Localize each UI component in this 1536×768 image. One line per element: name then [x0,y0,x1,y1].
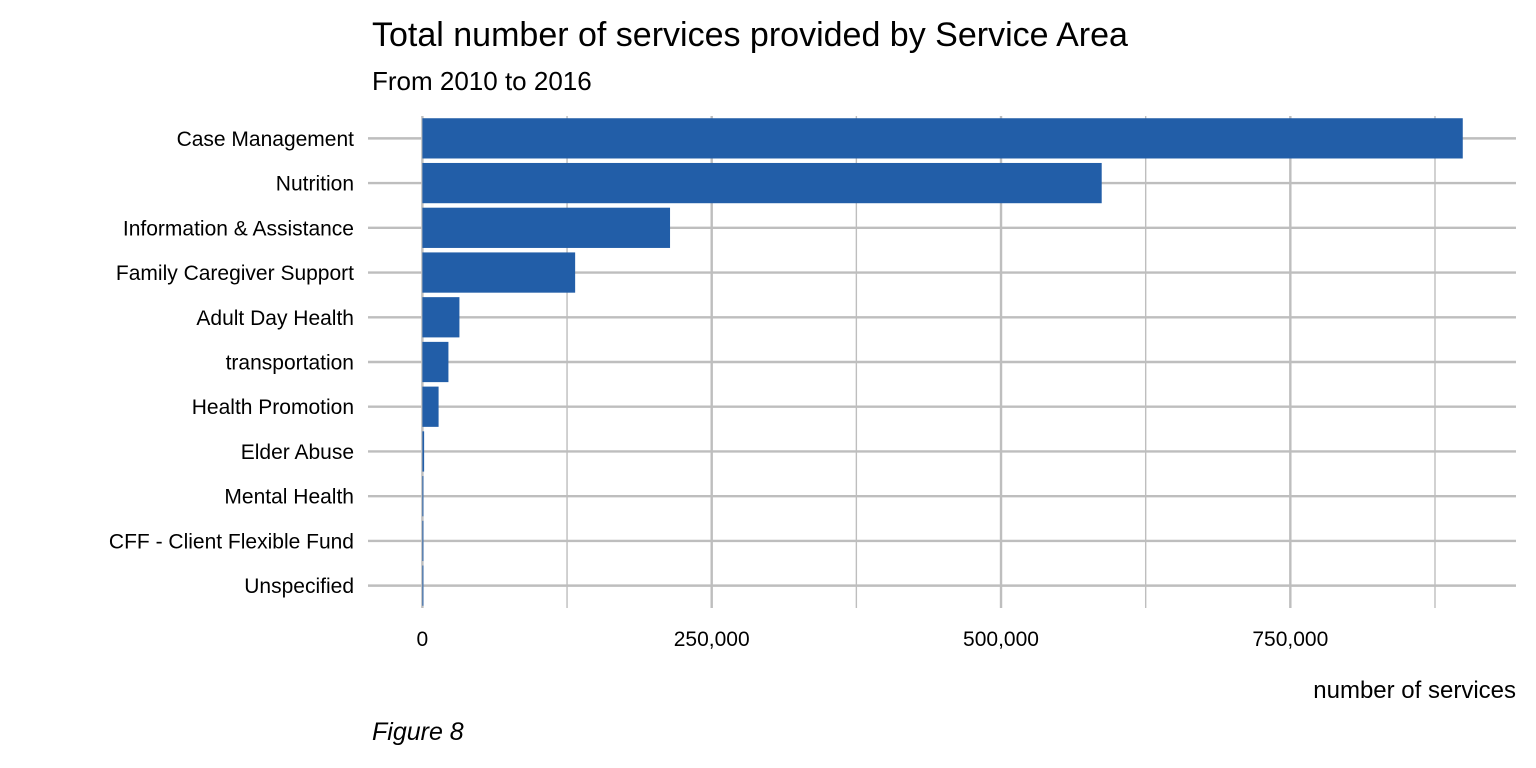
bar [422,207,671,248]
bar [422,520,424,562]
axis-labels: Case Management Nutrition Information & As… [109,128,1328,651]
y-tick-label: Unspecified [244,575,354,598]
x-tick-label: 250,000 [674,628,750,651]
x-tick-label: 750,000 [1252,628,1328,651]
y-tick-label: CFF - Client Flexible Fund [109,530,354,553]
x-axis-title: number of services [1313,677,1516,704]
x-tick-label: 500,000 [963,628,1039,651]
bar [422,162,1102,204]
y-tick-label: Information & Assistance [123,217,354,240]
y-tick-label: Elder Abuse [241,441,354,464]
figure-caption: Figure 8 [372,718,464,746]
bar [422,118,1463,159]
y-tick-label: Case Management [177,128,355,151]
y-tick-label: Health Promotion [192,396,354,419]
bar [422,297,460,338]
y-tick-label: Family Caregiver Support [116,262,354,285]
bar [422,476,424,517]
bar [422,431,425,472]
x-tick-label: 0 [417,628,429,651]
y-tick-label: Nutrition [276,173,354,196]
chart-subtitle: From 2010 to 2016 [372,66,592,96]
bar [422,341,449,383]
bars [422,118,1463,606]
y-tick-label: transportation [226,352,354,375]
bar [422,386,439,427]
bar [422,565,424,606]
y-tick-label: Mental Health [224,486,354,509]
y-tick-label: Adult Day Health [196,307,354,330]
bar [422,252,576,293]
chart-title: Total number of services provided by Ser… [372,16,1128,54]
